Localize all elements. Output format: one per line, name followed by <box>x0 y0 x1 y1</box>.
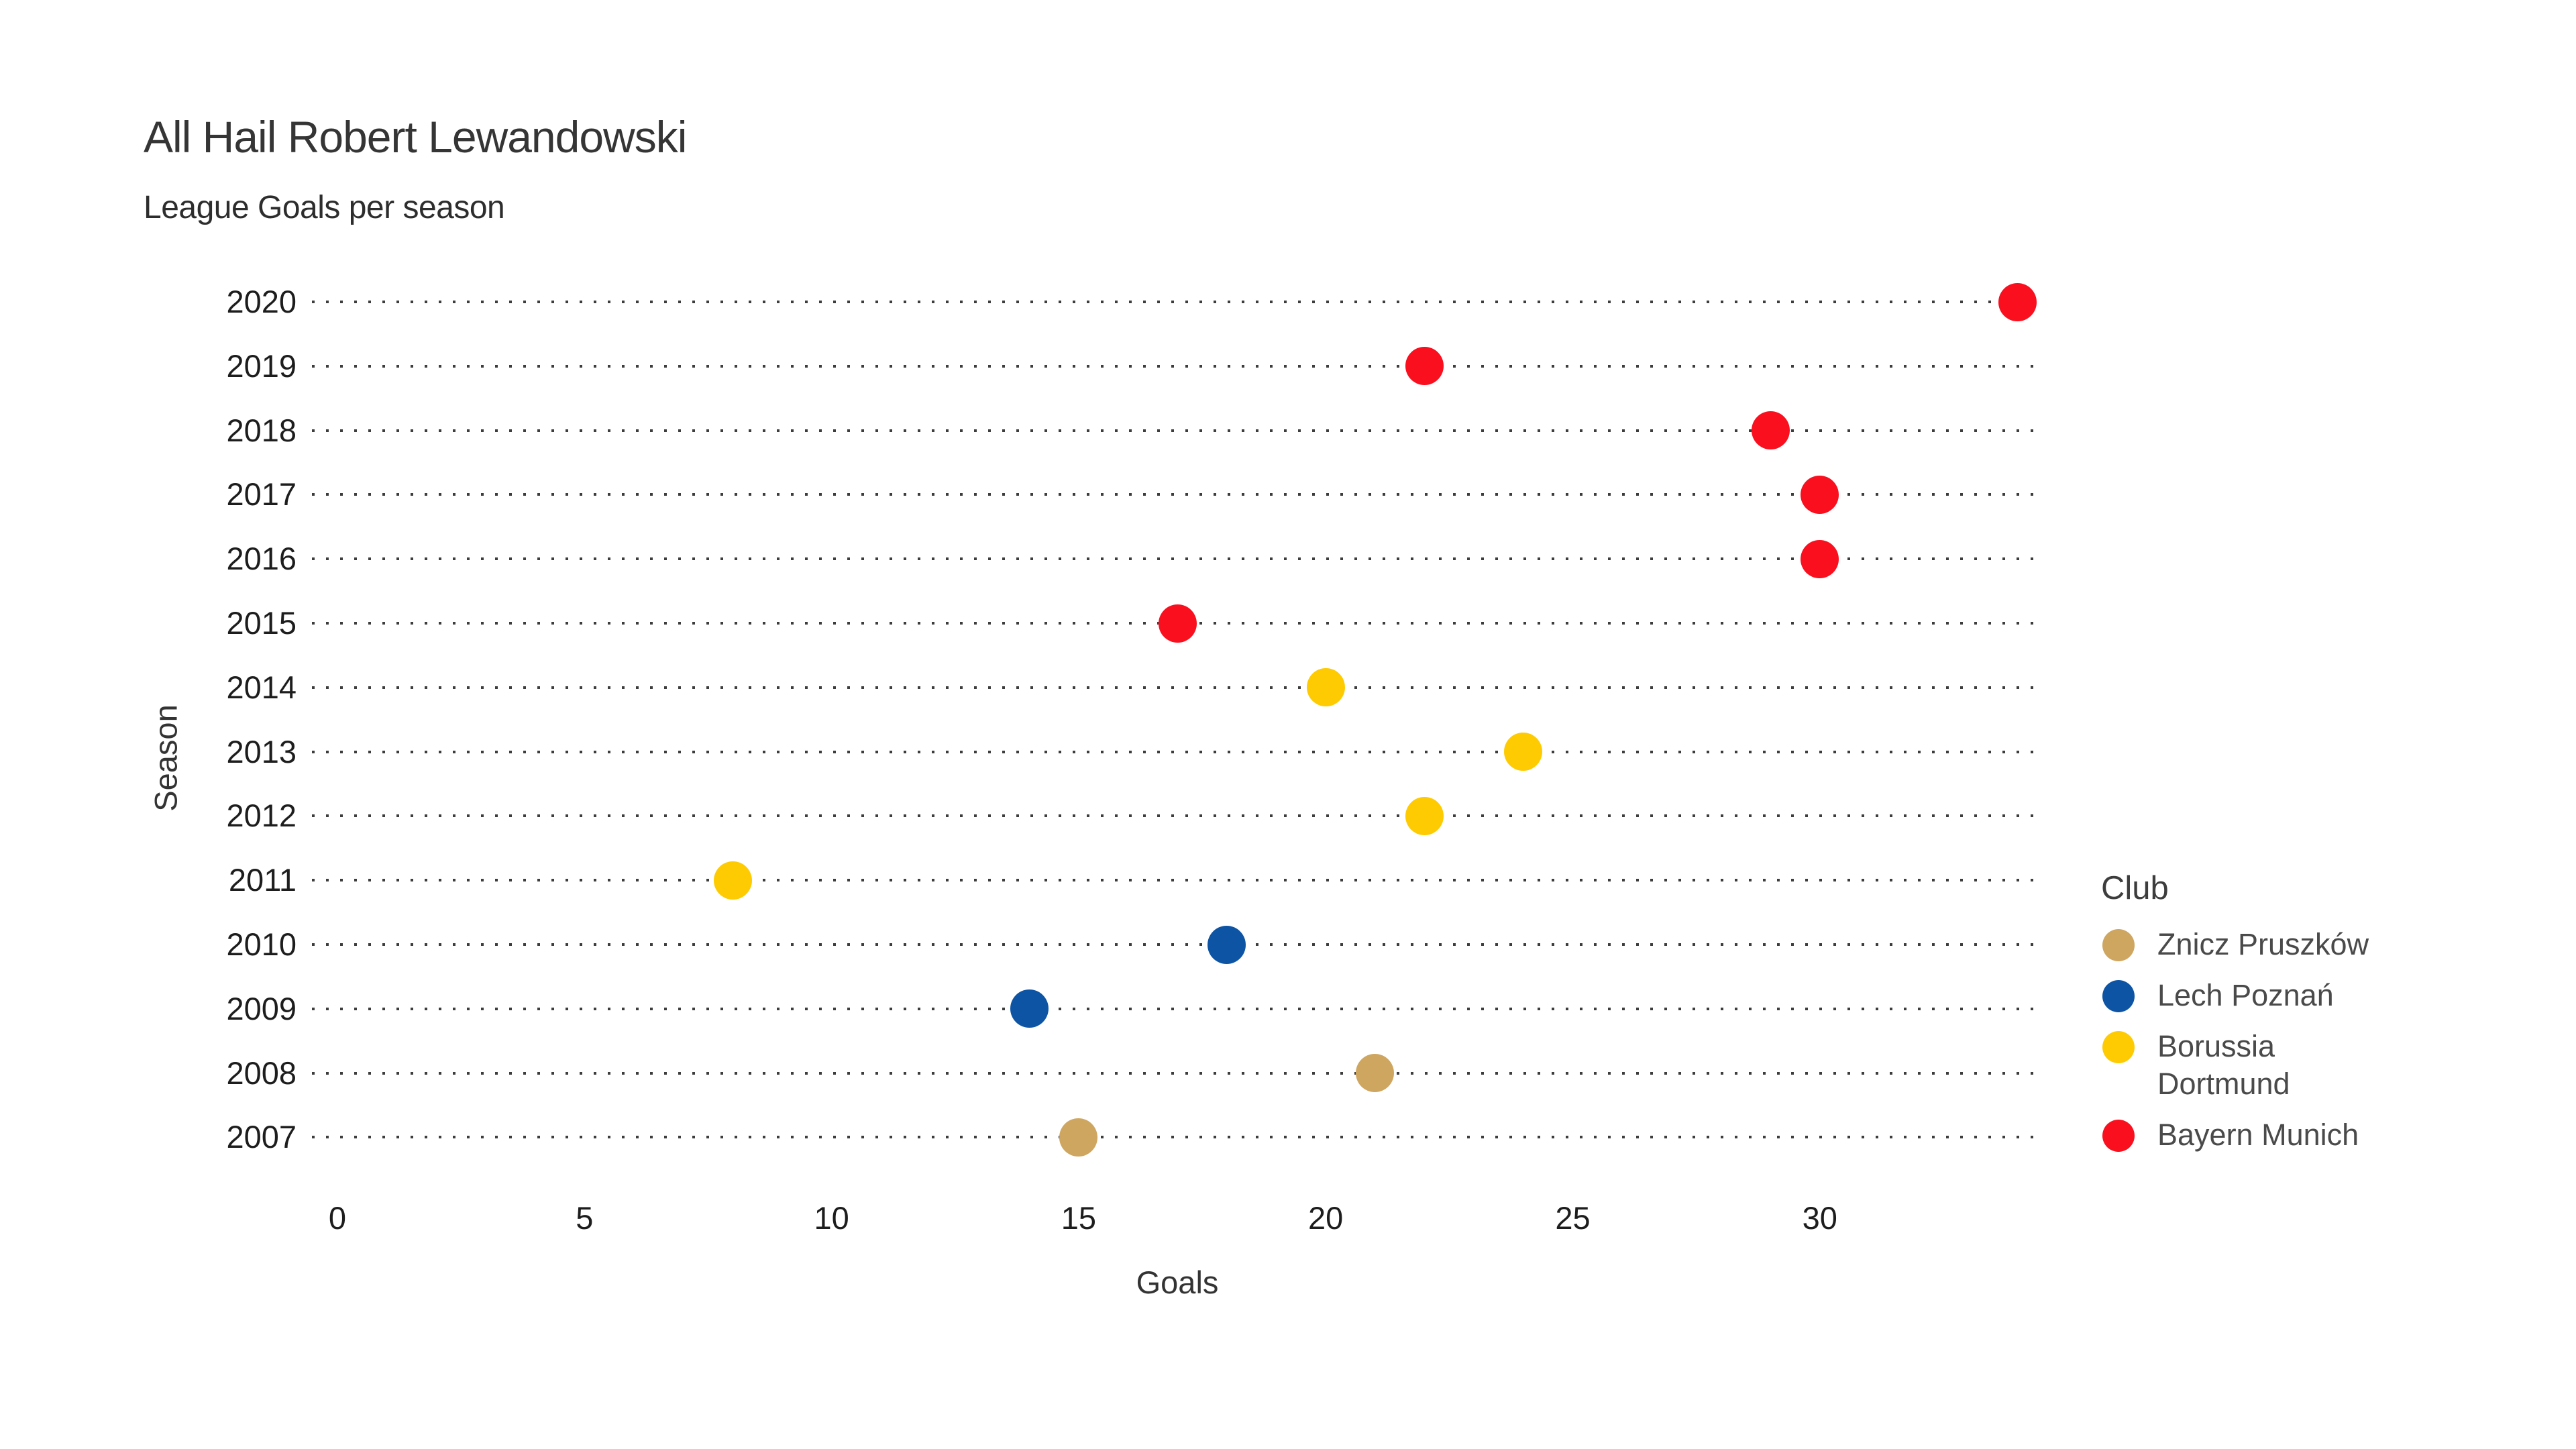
y-tick-label-2020: 2020 <box>226 284 297 319</box>
x-tick-label-15: 15 <box>1061 1200 1097 1236</box>
legend: Club Znicz Pruszków Lech Poznań Borussia D… <box>2100 869 2542 1167</box>
y-tick-label-2018: 2018 <box>226 412 297 448</box>
data-point-2012[interactable] <box>1405 796 1444 835</box>
y-tick-label-2012: 2012 <box>226 798 297 834</box>
gridline-2011 <box>312 879 2043 882</box>
legend-item-label: Znicz Pruszków <box>2157 927 2369 961</box>
chart-subtitle: League Goals per season <box>144 190 505 225</box>
x-tick-label-25: 25 <box>1555 1200 1591 1236</box>
y-tick-label-2008: 2008 <box>226 1055 297 1091</box>
x-tick-label-30: 30 <box>1802 1200 1837 1236</box>
data-point-2017[interactable] <box>1801 475 1839 514</box>
y-tick-label-2015: 2015 <box>226 605 297 641</box>
y-tick-label-2016: 2016 <box>226 541 297 577</box>
legend-swatch-icon <box>2102 980 2135 1012</box>
data-point-2020[interactable] <box>1998 282 2037 321</box>
x-tick-label-5: 5 <box>576 1200 594 1236</box>
legend-item[interactable]: Bayern Munich <box>2100 1116 2542 1154</box>
gridline-2020 <box>312 301 2043 303</box>
legend-item-label: Borussia Dortmund <box>2157 1029 2290 1101</box>
y-tick-label-2010: 2010 <box>226 926 297 962</box>
data-point-2019[interactable] <box>1405 347 1444 386</box>
legend-item-label: Lech Poznań <box>2157 978 2334 1012</box>
gridline-2008 <box>312 1071 2043 1075</box>
y-tick-label-2009: 2009 <box>226 990 297 1026</box>
chart-title: All Hail Robert Lewandowski <box>144 112 687 162</box>
legend-items: Znicz Pruszków Lech Poznań Borussia Dortmu… <box>2100 926 2542 1154</box>
y-axis-title: Season <box>148 704 184 812</box>
gridline-2014 <box>312 686 2043 689</box>
y-tick-label-2014: 2014 <box>226 669 297 705</box>
y-tick-label-2019: 2019 <box>226 347 297 384</box>
legend-swatch-icon <box>2102 1031 2135 1063</box>
legend-swatch-icon <box>2102 929 2135 961</box>
data-point-2016[interactable] <box>1801 539 1839 578</box>
legend-item[interactable]: Lech Poznań <box>2100 977 2542 1014</box>
x-tick-label-0: 0 <box>328 1200 347 1236</box>
legend-title: Club <box>2101 870 2169 906</box>
y-tick-label-2011: 2011 <box>228 862 297 898</box>
x-tick-label-20: 20 <box>1308 1200 1344 1236</box>
data-point-2011[interactable] <box>713 861 752 900</box>
data-point-2007[interactable] <box>1059 1118 1098 1157</box>
gridline-2017 <box>312 493 2043 496</box>
data-point-2015[interactable] <box>1158 604 1197 643</box>
x-tick-label-10: 10 <box>814 1200 849 1236</box>
legend-item[interactable]: Borussia Dortmund <box>2100 1028 2542 1103</box>
gridline-2013 <box>312 750 2043 753</box>
x-axis-title: Goals <box>1136 1265 1219 1300</box>
gridline-2018 <box>312 429 2043 432</box>
gridline-2019 <box>312 364 2043 368</box>
data-point-2009[interactable] <box>1010 989 1049 1028</box>
gridline-2009 <box>312 1007 2043 1010</box>
legend-item[interactable]: Znicz Pruszków <box>2100 926 2542 963</box>
data-point-2014[interactable] <box>1306 668 1345 707</box>
gridline-2016 <box>312 557 2043 561</box>
data-point-2018[interactable] <box>1751 411 1790 450</box>
gridline-2010 <box>312 943 2043 946</box>
data-point-2010[interactable] <box>1208 925 1246 964</box>
data-point-2013[interactable] <box>1504 733 1543 771</box>
y-tick-label-2013: 2013 <box>226 733 297 769</box>
y-tick-label-2007: 2007 <box>226 1119 297 1155</box>
data-point-2008[interactable] <box>1356 1054 1395 1093</box>
gridline-2007 <box>312 1136 2043 1139</box>
y-tick-label-2017: 2017 <box>226 476 297 513</box>
legend-swatch-icon <box>2102 1120 2135 1152</box>
legend-item-label: Bayern Munich <box>2157 1118 2359 1152</box>
gridline-2012 <box>312 814 2043 818</box>
